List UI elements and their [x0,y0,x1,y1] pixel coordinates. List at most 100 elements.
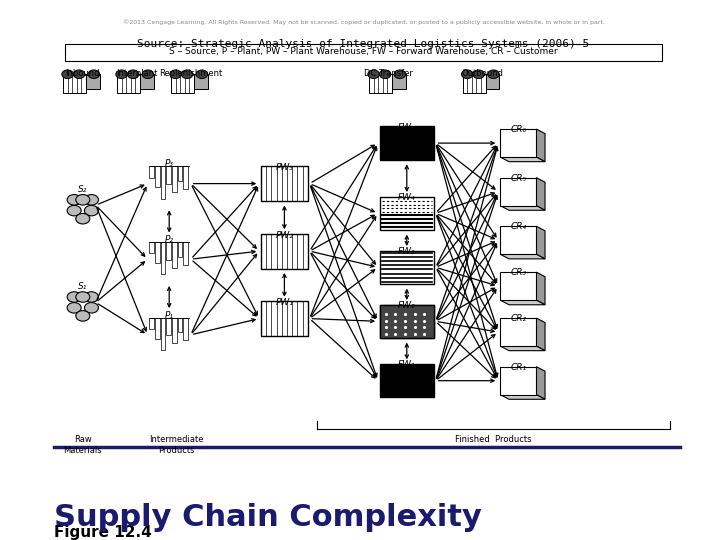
Circle shape [84,292,99,302]
Bar [463,74,485,93]
Bar [161,318,166,350]
Bar [500,272,536,300]
Text: Intermediate
Products: Intermediate Products [149,435,204,455]
Bar [155,166,160,187]
Text: Supply Chain Complexity: Supply Chain Complexity [54,503,482,532]
Circle shape [88,70,99,79]
Bar [155,318,160,339]
Bar [485,74,500,89]
Circle shape [76,213,90,224]
Polygon shape [500,300,545,305]
Text: S – Source, P – Plant, PW – Plant Warehouse, FW – Forward Warehouse, CR – Custom: S – Source, P – Plant, PW – Plant Wareho… [169,48,558,56]
Bar [261,166,308,201]
Text: P₂: P₂ [165,235,174,244]
Bar [380,251,433,284]
Polygon shape [500,157,545,161]
Bar [184,318,188,340]
Polygon shape [500,346,545,350]
Bar [500,178,536,206]
Polygon shape [536,367,545,399]
Bar [172,166,176,192]
Bar [155,242,160,263]
Bar [500,129,536,157]
Bar [86,74,100,89]
Bar [261,301,308,336]
Bar [150,166,154,178]
Bar [500,226,536,254]
Polygon shape [536,178,545,210]
Circle shape [116,70,127,79]
Bar [380,197,433,230]
Bar [380,305,433,338]
Bar [166,166,171,184]
Circle shape [84,205,99,216]
Circle shape [462,70,473,79]
Bar [380,364,433,397]
Circle shape [196,70,207,79]
Circle shape [368,70,379,79]
Text: FW₃: FW₃ [398,247,415,256]
Circle shape [76,194,90,205]
Text: S₂: S₂ [78,185,88,194]
Polygon shape [536,272,545,305]
Circle shape [84,302,99,313]
Bar [184,242,188,265]
Polygon shape [536,129,545,161]
Bar [65,44,662,61]
Polygon shape [536,318,545,350]
Text: Interplant: Interplant [116,69,158,78]
Bar [194,74,208,89]
Text: CR₃: CR₃ [510,268,526,278]
Text: FW₄: FW₄ [398,193,415,202]
Text: Finished  Products: Finished Products [455,435,531,444]
Text: CR₂: CR₂ [510,314,526,323]
Circle shape [84,194,99,205]
Text: CR₆: CR₆ [510,125,526,134]
Bar [161,242,166,274]
Bar [500,367,536,395]
Text: PW₂: PW₂ [276,231,293,240]
Text: CR₅: CR₅ [510,174,526,183]
Text: PW₃: PW₃ [276,163,293,172]
Text: Source: Strategic Analysis of Integrated Logistics Systems (2006) 5: Source: Strategic Analysis of Integrated… [138,39,590,49]
Circle shape [67,292,81,302]
Text: Inbound: Inbound [66,69,100,78]
Bar [178,242,182,256]
Text: CR₄: CR₄ [510,222,526,232]
Bar [166,318,171,335]
Circle shape [394,70,405,79]
Circle shape [67,302,81,313]
Bar [380,126,433,160]
Text: P₁: P₁ [165,310,174,320]
Polygon shape [500,206,545,210]
Circle shape [473,70,485,79]
Text: CR₁: CR₁ [510,363,526,372]
Circle shape [76,310,90,321]
Text: FW₂: FW₂ [398,301,415,310]
Text: Raw
Materials: Raw Materials [63,435,102,455]
Bar [166,242,171,260]
Bar [178,166,182,181]
Text: P₃: P₃ [165,159,174,168]
Circle shape [487,70,499,79]
Bar [140,74,154,89]
Text: ©2013 Cengage Learning. All Rights Reserved. May not be scanned, copied or dupli: ©2013 Cengage Learning. All Rights Reser… [122,19,605,24]
Bar [161,166,166,199]
Polygon shape [500,254,545,259]
Circle shape [67,205,81,216]
Circle shape [67,194,81,205]
Bar [150,318,154,329]
Bar [117,74,140,93]
Text: PW₁: PW₁ [276,298,293,307]
Text: FW₁: FW₁ [398,360,415,369]
Circle shape [76,292,90,302]
Circle shape [379,70,391,79]
Circle shape [73,70,85,79]
Polygon shape [500,395,545,399]
Bar [369,74,392,93]
Bar [392,74,406,89]
Bar [172,242,176,268]
Bar [178,318,182,332]
Polygon shape [536,226,545,259]
Bar [150,242,154,253]
